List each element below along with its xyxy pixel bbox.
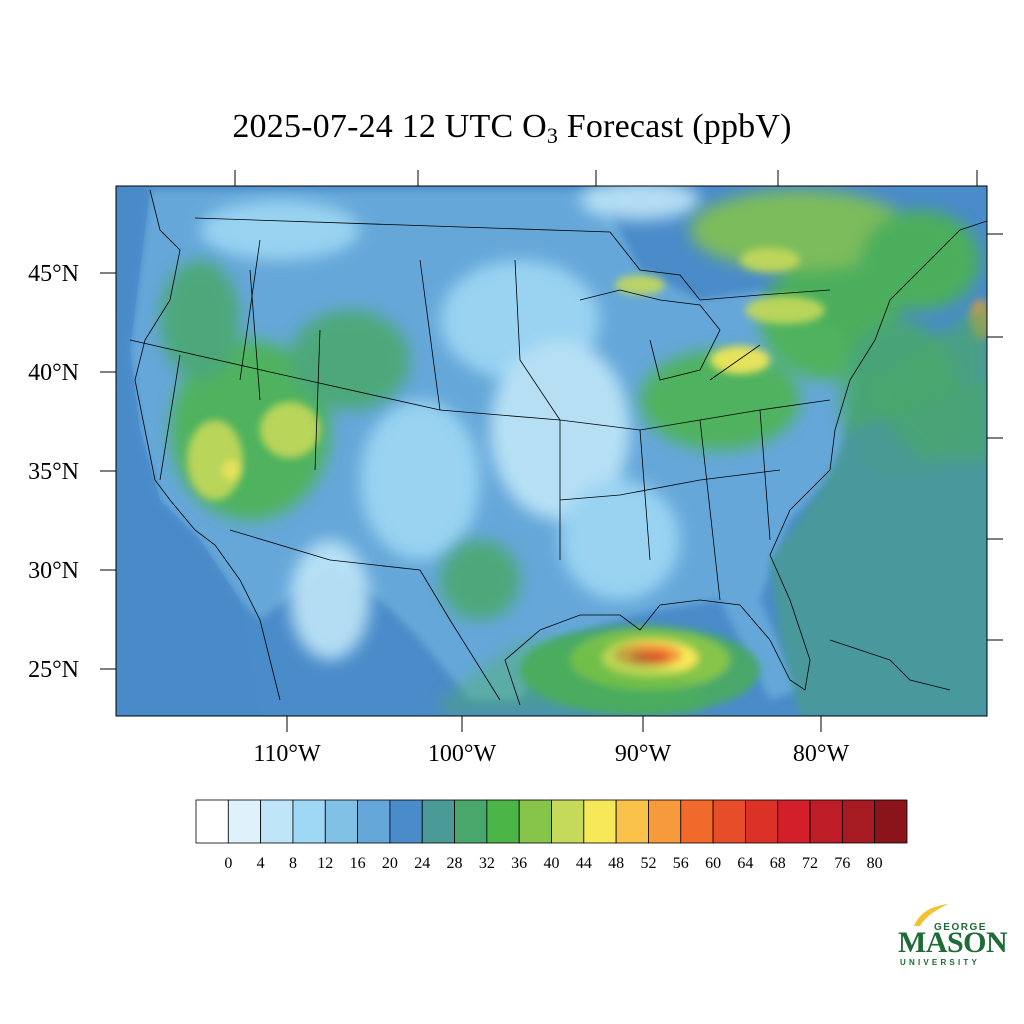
colorbar-swatch	[841, 799, 876, 844]
colorbar-swatch	[680, 799, 714, 844]
lat-label: 45°N	[28, 261, 79, 287]
colorbar-label: 20	[382, 855, 398, 872]
colorbar-swatch	[260, 799, 294, 844]
colorbar-swatch	[421, 799, 455, 844]
title-prefix: 2025-07-24 12 UTC O	[232, 108, 547, 145]
colorbar-label: 12	[317, 855, 333, 872]
colorbar-label: 0	[224, 855, 232, 872]
colorbar: 0 4 8 12 16 20 24 28 32 36 40 44 48 52 56 60 64 68 72 76 80	[195, 799, 908, 872]
swoosh-icon	[914, 904, 948, 926]
colorbar-swatch	[357, 799, 391, 844]
colorbar-label: 52	[640, 855, 656, 872]
colorbar-label: 68	[770, 855, 786, 872]
colorbar-swatch	[324, 799, 358, 844]
colorbar-swatch	[486, 799, 520, 844]
colorbar-swatch	[777, 799, 811, 844]
colorbar-swatch	[195, 799, 229, 844]
right-ticks	[987, 233, 1003, 641]
colorbar-label: 8	[289, 855, 297, 872]
colorbar-label: 36	[511, 855, 527, 872]
lat-label: 25°N	[28, 657, 79, 683]
ozone-field	[116, 186, 987, 716]
map-frame	[115, 185, 988, 717]
colorbar-swatch	[712, 799, 746, 844]
colorbar-swatch	[615, 799, 649, 844]
colorbar-label: 56	[673, 855, 689, 872]
colorbar-label: 72	[802, 855, 818, 872]
colorbar-swatch	[551, 799, 585, 844]
lat-label: 40°N	[28, 360, 79, 386]
title-suffix: Forecast (ppbV)	[558, 108, 792, 145]
colorbar-label: 28	[447, 855, 463, 872]
colorbar-label: 64	[737, 855, 753, 872]
lon-label: 80°W	[793, 741, 850, 767]
logo-mason: MASON	[898, 926, 1008, 959]
bottom-ticks	[286, 716, 822, 732]
left-ticks	[100, 272, 116, 670]
top-ticks	[234, 170, 978, 186]
colorbar-label: 60	[705, 855, 721, 872]
colorbar-label: 44	[576, 855, 592, 872]
lat-labels: 45°N 40°N 35°N 30°N 25°N	[28, 261, 79, 683]
gmu-logo: GEORGE MASON UNIVERSITY	[896, 902, 1008, 968]
borders	[129, 189, 987, 706]
lon-label: 110°W	[253, 741, 321, 767]
lon-labels: 110°W 100°W 90°W 80°W	[253, 741, 849, 767]
colorbar-label: 16	[350, 855, 366, 872]
lat-label: 30°N	[28, 558, 79, 584]
colorbar-label: 76	[834, 855, 850, 872]
lon-label: 90°W	[615, 741, 672, 767]
colorbar-swatch	[583, 799, 617, 844]
colorbar-swatch	[389, 799, 423, 844]
colorbar-label: 80	[867, 855, 883, 872]
colorbar-label: 48	[608, 855, 624, 872]
lon-label: 100°W	[428, 741, 497, 767]
map-title: 2025-07-24 12 UTC O3 Forecast (ppbV)	[0, 108, 1024, 149]
colorbar-swatch	[227, 799, 262, 844]
colorbar-swatch	[745, 799, 779, 844]
colorbar-swatch	[648, 799, 682, 844]
colorbar-swatch	[292, 799, 326, 844]
colorbar-swatch	[809, 799, 843, 844]
lat-label: 35°N	[28, 459, 79, 485]
colorbar-label: 40	[544, 855, 560, 872]
colorbar-swatch	[874, 799, 908, 844]
logo-george: GEORGE	[934, 922, 987, 933]
colorbar-label: 4	[257, 855, 265, 872]
colorbar-swatch	[454, 799, 488, 844]
colorbar-label: 24	[414, 855, 430, 872]
title-subscript: 3	[546, 123, 559, 148]
colorbar-label: 32	[479, 855, 495, 872]
logo-university: UNIVERSITY	[900, 958, 981, 967]
colorbar-swatch	[518, 799, 552, 844]
